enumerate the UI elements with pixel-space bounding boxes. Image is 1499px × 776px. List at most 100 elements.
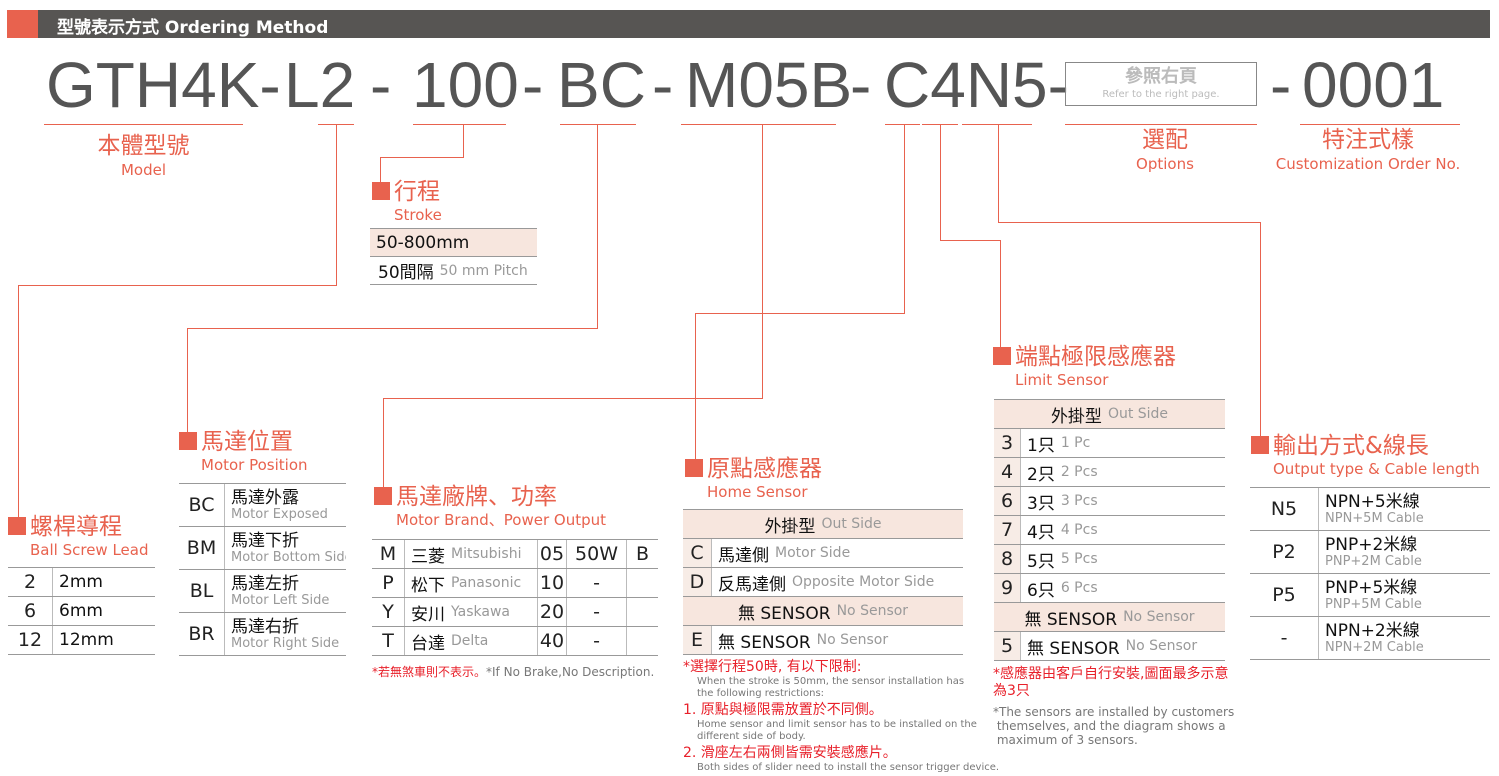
- title-en: Output type & Cable length: [1273, 460, 1480, 478]
- row-brake: [626, 598, 658, 626]
- row-en: Motor Exposed: [231, 507, 328, 522]
- note-zh: 1. 原點與極限需放置於不同側。: [683, 702, 883, 718]
- row-code: N5: [1270, 498, 1298, 520]
- table-row: BL 馬達左折 Motor Left Side: [179, 570, 346, 613]
- row-en: 6 Pcs: [1060, 580, 1098, 596]
- row-description: 2mm: [52, 568, 155, 596]
- table-row: E 無 SENSOR No Sensor: [683, 626, 963, 655]
- row-code: 5: [994, 632, 1020, 660]
- table-row: 2 2mm: [8, 568, 155, 597]
- section-row-cell: 50-800mm: [370, 229, 537, 256]
- row-zh: 馬達下折: [231, 531, 299, 551]
- code-model: GTH4K-: [46, 49, 281, 121]
- table-row: 9 6只 6 Pcs: [994, 574, 1225, 603]
- row-description: 無 SENSOR No Sensor: [711, 626, 963, 654]
- row-description: 4只 4 Pcs: [1020, 516, 1225, 544]
- title-zh: 馬達位置: [201, 429, 293, 455]
- row-description: NPN+5米線 NPN+5M Cable: [1318, 488, 1490, 530]
- title-en: Ball Screw Lead: [30, 541, 149, 559]
- table-row: P 松下 Panasonic 10-: [372, 569, 658, 598]
- bullet-square-icon: [372, 182, 390, 200]
- row-description: 馬達側 Motor Side: [711, 539, 963, 567]
- row-en: Out Side: [1107, 406, 1169, 422]
- code-dash: -: [652, 49, 674, 121]
- row-en: PNP+2M Cable: [1325, 554, 1422, 569]
- title-zh: 行程: [394, 179, 440, 205]
- home-sensor-table: 外掛型 Out Side C 馬達側 Motor Side D 反馬達側 Opposite M…: [683, 509, 963, 655]
- bullet-square-icon: [1251, 436, 1269, 454]
- table-row: P5 PNP+5米線 PNP+5M Cable: [1250, 574, 1490, 617]
- row-brake: [626, 627, 658, 655]
- row-description: 5只 5 Pcs: [1020, 545, 1225, 573]
- row-zh: 2mm: [59, 572, 103, 592]
- code-dash: -: [1270, 49, 1292, 121]
- underline: [1300, 124, 1460, 125]
- row-code: Y: [382, 601, 394, 623]
- title-en: Stroke: [394, 206, 442, 224]
- row-en: NPN+2M Cable: [1325, 640, 1424, 655]
- row-zh: 50間隔: [378, 263, 434, 283]
- row-description: PNP+5米線 PNP+5M Cable: [1318, 574, 1490, 616]
- table-row: 外掛型 Out Side: [683, 510, 963, 539]
- table-row: N5 NPN+5米線 NPN+5M Cable: [1250, 488, 1490, 531]
- bullet-square-icon: [993, 347, 1011, 365]
- row-en: 50 mm Pitch: [439, 262, 528, 279]
- row-code: BL: [189, 580, 214, 602]
- table-row: BC 馬達外露 Motor Exposed: [179, 484, 346, 527]
- title-en: Home Sensor: [707, 483, 808, 501]
- custom-label-zh: 特注式樣: [1322, 127, 1414, 153]
- row-description: 6只 6 Pcs: [1020, 574, 1225, 602]
- table-row: 50間隔 50 mm Pitch: [370, 257, 537, 285]
- row-zh: 4只: [1027, 522, 1055, 543]
- row-en: Out Side: [821, 516, 882, 532]
- output-table: N5 NPN+5米線 NPN+5M Cable P2 PNP+2米線 PNP+2M Cab…: [1250, 487, 1490, 660]
- row-zh: 6mm: [59, 601, 103, 621]
- note-en: Both sides of slider need to install the…: [697, 762, 1000, 773]
- row-code: 3: [994, 429, 1020, 457]
- row-en: Panasonic: [451, 575, 522, 591]
- row-description: 馬達右折 Motor Right Side: [224, 613, 346, 655]
- title-en: Motor Position: [201, 456, 308, 474]
- title-en: Motor Brand、Power Output: [396, 511, 607, 529]
- row-zh: 無 SENSOR: [718, 632, 811, 653]
- row-code: 6: [23, 600, 37, 622]
- row-zh: PNP+2米線: [1325, 535, 1418, 555]
- row-power: -: [566, 627, 626, 655]
- brake-note: *若無煞車則不表示。*If No Brake,No Description.: [372, 661, 654, 680]
- limit-sensor-note: *感應器由客戶自行安裝,圖面最多示意 為3只 *The sensors are …: [993, 666, 1234, 747]
- title-zh: 馬達廠牌、功率: [396, 484, 557, 510]
- table-row: 3 1只 1 Pc: [994, 429, 1225, 458]
- row-description: 三菱 Mitsubishi: [404, 540, 537, 568]
- row-code2: 10: [537, 569, 566, 597]
- row-code2: 40: [537, 627, 566, 655]
- row-code2: 20: [537, 598, 566, 626]
- table-row: 6 3只 3 Pcs: [994, 487, 1225, 516]
- row-en: 4 Pcs: [1060, 522, 1098, 538]
- motor-position-table: BC 馬達外露 Motor Exposed BM 馬達下折 Motor Bottom Si…: [179, 483, 346, 656]
- row-description: 3只 3 Pcs: [1020, 487, 1225, 515]
- bullet-square-icon: [685, 459, 703, 477]
- row-zh: 6只: [1027, 580, 1055, 601]
- underline: [560, 124, 636, 125]
- row-en: No Sensor: [816, 632, 889, 648]
- row-description: 12mm: [52, 626, 155, 654]
- row-code: BC: [188, 494, 215, 516]
- row-zh: 馬達外露: [231, 488, 299, 508]
- code-dash: -: [370, 49, 392, 121]
- row-en: Yaskawa: [451, 604, 510, 620]
- note-en: Home sensor and limit sensor has to be i…: [697, 719, 977, 742]
- row-zh: 三菱: [411, 546, 445, 567]
- code-dash: -: [522, 49, 544, 121]
- underline: [413, 124, 506, 125]
- title-zh: 端點極限感應器: [1015, 344, 1176, 370]
- row-zh: 外掛型: [1050, 406, 1102, 427]
- row-zh: 1只: [1027, 435, 1055, 456]
- table-row: BR 馬達右折 Motor Right Side: [179, 613, 346, 656]
- motor-brand-table: M 三菱 Mitsubishi 05 50W B P 松下 Panasonic 10- Y 安川 Yas…: [372, 539, 658, 656]
- row-description: 松下 Panasonic: [404, 569, 537, 597]
- stroke-table: 50-800mm 50間隔 50 mm Pitch: [370, 228, 537, 285]
- row-zh: 2只: [1027, 464, 1055, 485]
- row-zh: 無 SENSOR: [1027, 638, 1120, 659]
- options-label-zh: 選配: [1142, 127, 1188, 153]
- row-code: P: [382, 572, 394, 594]
